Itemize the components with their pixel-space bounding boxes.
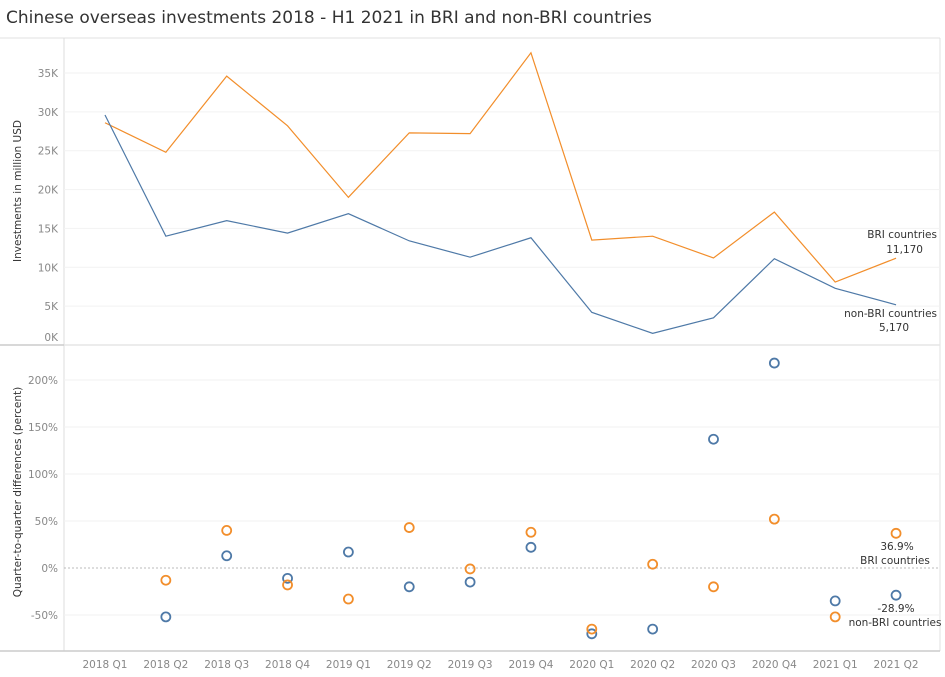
y-tick-label: 10K bbox=[38, 262, 59, 274]
y-tick-label: -50% bbox=[31, 610, 58, 622]
x-tick-label: 2021 Q2 bbox=[874, 659, 919, 671]
annotation-value: 11,170 bbox=[886, 244, 923, 256]
data-point bbox=[832, 279, 838, 285]
data-point bbox=[467, 254, 473, 260]
data-point-bri bbox=[890, 527, 902, 539]
y-tick-label: 50% bbox=[35, 516, 58, 528]
y-axis-title: Quarter-to-quarter differences (percent) bbox=[12, 387, 24, 597]
data-point bbox=[832, 285, 838, 291]
chart-title: Chinese overseas investments 2018 - H1 2… bbox=[6, 8, 652, 28]
data-point-non-bri bbox=[829, 595, 841, 607]
data-point bbox=[650, 330, 656, 336]
data-point-bri bbox=[342, 593, 354, 605]
annotation-series-name: non-BRI countries bbox=[844, 308, 937, 320]
data-point-non-bri bbox=[890, 589, 902, 601]
data-point-non-bri bbox=[525, 541, 537, 553]
y-tick-label: 0K bbox=[44, 332, 59, 344]
data-point-bri bbox=[768, 513, 780, 525]
data-point bbox=[163, 149, 169, 155]
data-point bbox=[589, 237, 595, 243]
data-point-non-bri bbox=[282, 572, 293, 584]
data-point-non-bri bbox=[342, 546, 354, 558]
y-tick-label: 15K bbox=[38, 223, 59, 235]
x-tick-label: 2020 Q3 bbox=[691, 659, 736, 671]
data-point bbox=[467, 131, 473, 137]
data-point-non-bri bbox=[647, 623, 659, 635]
data-point-bri bbox=[282, 579, 293, 591]
data-point bbox=[345, 194, 351, 200]
data-point bbox=[893, 255, 899, 261]
data-point bbox=[102, 112, 108, 118]
annotation-series-name: BRI countries bbox=[860, 555, 930, 567]
annotation-series-name: BRI countries bbox=[867, 229, 937, 241]
data-point bbox=[528, 50, 534, 56]
x-tick-label: 2018 Q2 bbox=[143, 659, 188, 671]
y-tick-label: 100% bbox=[28, 469, 58, 481]
y-tick-label: 25K bbox=[38, 146, 59, 158]
data-point bbox=[711, 255, 717, 261]
data-point-non-bri bbox=[160, 611, 172, 623]
data-point-bri bbox=[829, 611, 841, 623]
y-tick-label: 5K bbox=[44, 301, 59, 313]
data-point-non-bri bbox=[708, 433, 719, 445]
data-point-non-bri bbox=[403, 581, 415, 593]
data-point bbox=[528, 235, 534, 241]
data-point bbox=[102, 120, 108, 126]
x-tick-label: 2019 Q3 bbox=[448, 659, 493, 671]
x-tick-label: 2018 Q1 bbox=[82, 659, 127, 671]
data-point bbox=[406, 238, 412, 244]
series-line-non-bri bbox=[104, 114, 897, 334]
data-point-bri bbox=[464, 563, 476, 575]
data-point bbox=[650, 233, 656, 239]
data-point bbox=[406, 130, 412, 136]
data-point bbox=[771, 256, 777, 262]
annotation-value: 36.9% bbox=[880, 541, 913, 553]
data-point bbox=[163, 233, 169, 239]
data-point-bri bbox=[525, 526, 537, 538]
data-point-non-bri bbox=[221, 550, 233, 562]
data-point-bri bbox=[160, 574, 172, 586]
data-point bbox=[771, 209, 777, 215]
data-point bbox=[285, 230, 291, 236]
x-tick-label: 2020 Q4 bbox=[752, 659, 797, 671]
data-point bbox=[345, 211, 351, 217]
data-point-non-bri bbox=[768, 357, 780, 369]
data-point bbox=[224, 73, 230, 79]
data-point bbox=[893, 302, 899, 308]
series-line-bri bbox=[104, 51, 897, 283]
x-tick-label: 2019 Q4 bbox=[508, 659, 553, 671]
x-tick-label: 2019 Q2 bbox=[387, 659, 432, 671]
annotation-series-name: non-BRI countries bbox=[849, 617, 942, 629]
data-point-bri bbox=[708, 581, 719, 593]
y-axis-title: Investments in million USD bbox=[12, 120, 24, 262]
y-tick-label: 35K bbox=[38, 68, 59, 80]
data-point-bri bbox=[586, 623, 598, 635]
x-tick-label: 2020 Q2 bbox=[630, 659, 675, 671]
x-tick-label: 2021 Q1 bbox=[813, 659, 858, 671]
x-tick-label: 2020 Q1 bbox=[569, 659, 614, 671]
x-tick-label: 2018 Q3 bbox=[204, 659, 249, 671]
data-point-bri bbox=[647, 558, 659, 570]
y-tick-label: 200% bbox=[28, 375, 58, 387]
data-point bbox=[589, 309, 595, 315]
data-point bbox=[711, 315, 717, 321]
data-point bbox=[224, 218, 230, 224]
data-point-non-bri bbox=[586, 628, 598, 640]
y-tick-label: 20K bbox=[38, 185, 59, 197]
data-point-bri bbox=[403, 522, 415, 533]
y-tick-label: 30K bbox=[38, 107, 59, 119]
y-tick-label: 150% bbox=[28, 422, 58, 434]
data-point-bri bbox=[221, 525, 233, 536]
annotation-value: 5,170 bbox=[879, 322, 909, 334]
x-tick-label: 2018 Q4 bbox=[265, 659, 310, 671]
annotation-value: -28.9% bbox=[877, 603, 914, 615]
data-point bbox=[285, 123, 291, 129]
y-tick-label: 0% bbox=[41, 563, 58, 575]
data-point-non-bri bbox=[464, 576, 476, 588]
x-tick-label: 2019 Q1 bbox=[326, 659, 371, 671]
